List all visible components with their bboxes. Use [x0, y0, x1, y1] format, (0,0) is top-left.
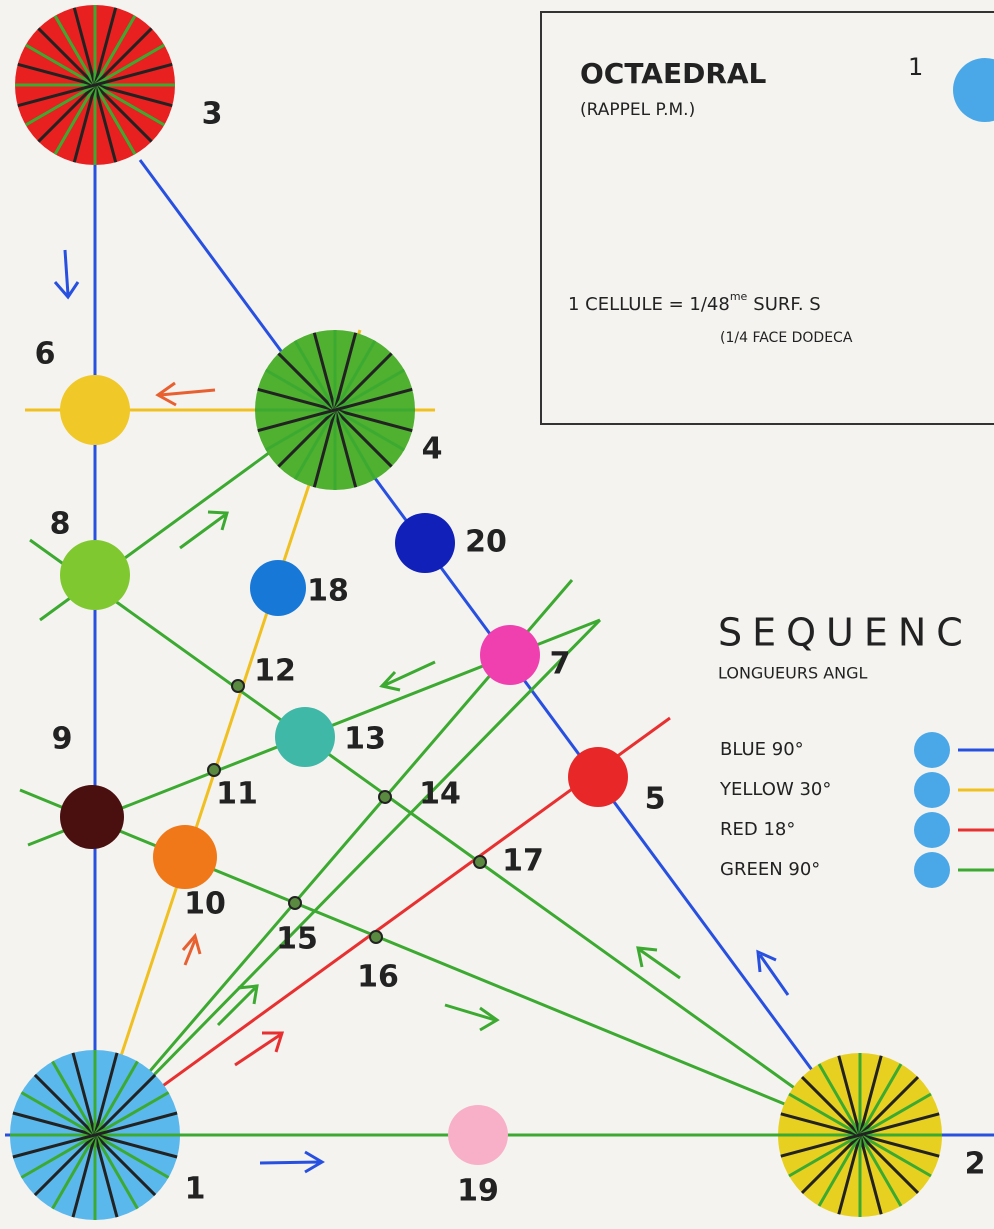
legend-dot: [914, 772, 950, 808]
box-note2: (1/4 FACE DODECA: [720, 330, 853, 346]
legend-dot: [914, 732, 950, 768]
arrow: [756, 949, 790, 996]
node-label: 5: [645, 782, 666, 817]
node: [378, 790, 392, 804]
arrow: [259, 1150, 325, 1174]
node-label: 6: [35, 337, 56, 372]
node-label: 4: [422, 432, 443, 467]
legend-label: YELLOW 30°: [719, 779, 831, 800]
node-spoke: [257, 387, 413, 433]
node-label: 13: [344, 722, 386, 757]
node-label: 11: [216, 777, 258, 812]
box-subtitle: (RAPPEL P.M.): [580, 100, 695, 120]
arrow: [636, 946, 681, 980]
legend-dot: [914, 852, 950, 888]
node: [207, 763, 221, 777]
node-label: 14: [419, 777, 461, 812]
node-label: 17: [502, 844, 544, 879]
node: [60, 540, 130, 610]
arrow: [216, 984, 259, 1027]
node: [153, 825, 217, 889]
node-spoke: [17, 62, 173, 108]
legend-label: GREEN 90°: [720, 859, 820, 880]
node-label: 16: [357, 960, 399, 995]
node-label: 7: [550, 647, 571, 682]
node-label: 12: [254, 654, 296, 689]
box-icon: [953, 58, 994, 122]
node-label: 2: [965, 1147, 986, 1182]
node: [369, 930, 383, 944]
legend: BLUE 90° YELLOW 30° RED 18° GREEN 90°: [719, 732, 994, 888]
note-sup: me: [730, 290, 748, 303]
box-index: 1: [908, 53, 923, 81]
node-spoke: [780, 1112, 940, 1158]
arrow: [379, 660, 436, 692]
node: [275, 707, 335, 767]
arrows: [53, 249, 790, 1174]
note-part: SURF. S: [753, 294, 820, 315]
box-note: 1 CELLULE = 1/48me SURF. S: [568, 290, 821, 315]
node-label: 20: [465, 525, 507, 560]
node-label: 15: [276, 922, 318, 957]
sequence-subtitle: LONGUEURS ANGL: [718, 664, 868, 683]
node: [231, 679, 245, 693]
node: [568, 747, 628, 807]
legend-dot: [914, 812, 950, 848]
arrow: [53, 249, 80, 300]
box-title: OCTAEDRAL: [580, 57, 767, 90]
node-spoke: [12, 1111, 178, 1159]
sequence-title: SEQUENC: [718, 611, 973, 655]
node: [448, 1105, 508, 1165]
node-label: 1: [185, 1172, 206, 1207]
node: [60, 785, 124, 849]
node-label: 3: [202, 97, 223, 132]
edge: [93, 618, 602, 1137]
node-label: 10: [184, 887, 226, 922]
node: [480, 625, 540, 685]
arrow: [179, 510, 229, 550]
edge: [29, 538, 861, 1137]
node: [288, 896, 302, 910]
node-label: 18: [307, 574, 349, 609]
node: [473, 855, 487, 869]
node-label: 8: [50, 507, 71, 542]
legend-label: RED 18°: [720, 819, 795, 840]
info-box: [540, 11, 994, 425]
note-part: 1 CELLULE = 1/48: [568, 294, 730, 315]
node: [250, 560, 306, 616]
node-label: 19: [457, 1174, 499, 1209]
node: [395, 513, 455, 573]
arrow: [234, 1031, 285, 1067]
legend-label: BLUE 90°: [720, 739, 804, 760]
arrow: [181, 932, 202, 966]
node-label: 9: [52, 722, 73, 757]
node: [60, 375, 130, 445]
arrow: [155, 381, 216, 407]
arrow: [444, 1003, 500, 1032]
